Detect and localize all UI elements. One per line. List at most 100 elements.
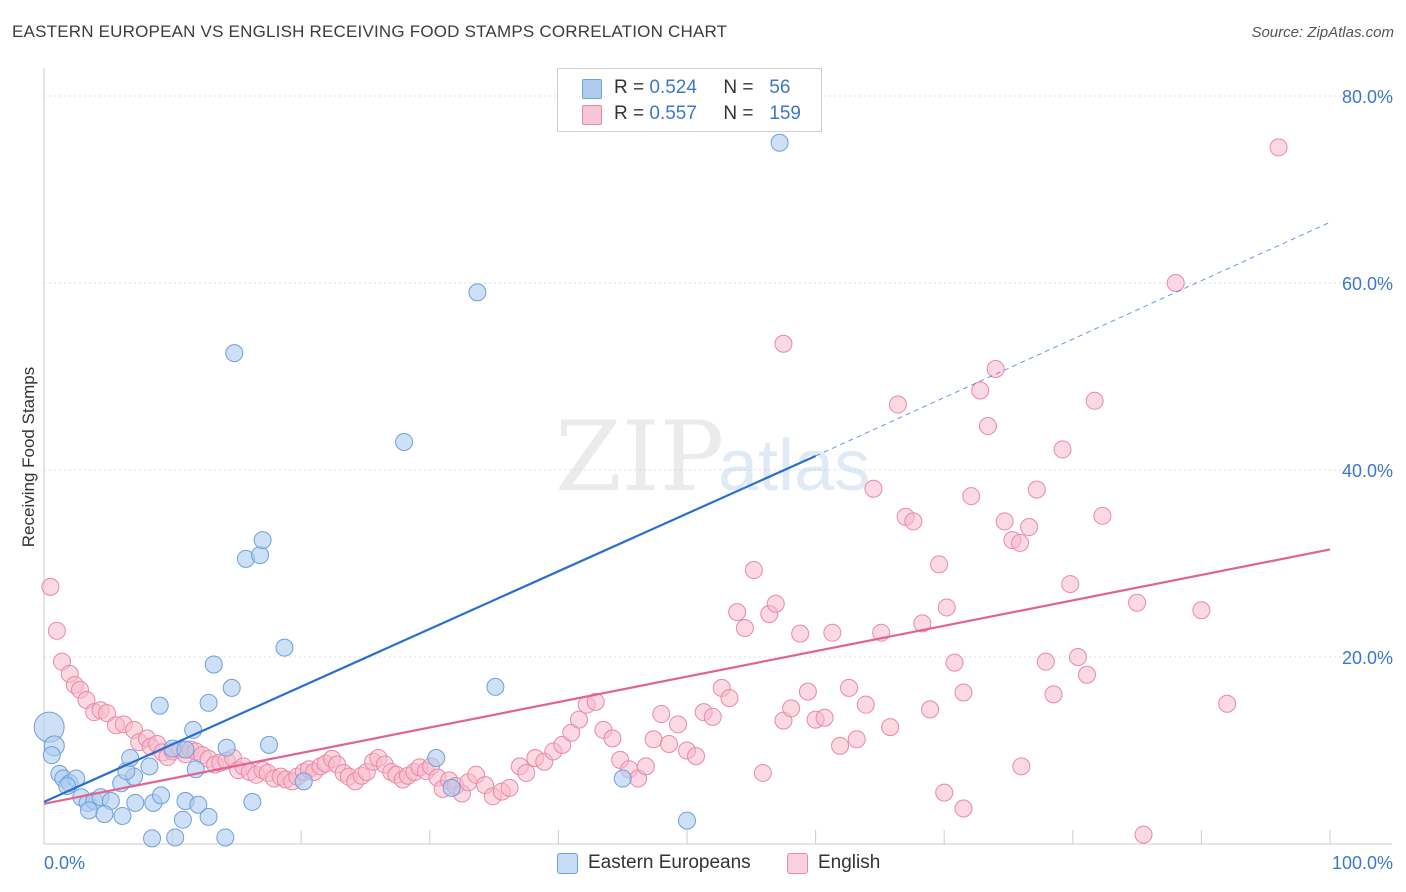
data-point-eastern-european [140, 757, 159, 776]
data-point-english [954, 799, 973, 818]
data-point-eastern-european [613, 769, 632, 788]
data-point-english [798, 682, 817, 701]
trend-line-eastern-europeans [43, 454, 817, 803]
data-point-english [1053, 440, 1072, 459]
trend-line-english [43, 548, 1331, 805]
data-point-eastern-european [42, 746, 61, 765]
data-point-eastern-european [95, 805, 114, 824]
data-point-english [1020, 518, 1039, 537]
data-point-eastern-european [150, 696, 169, 715]
data-point-english [921, 700, 940, 719]
data-point-eastern-european [442, 778, 461, 797]
data-point-english [954, 683, 973, 702]
watermark: ZIP atlas [555, 401, 870, 513]
data-point-eastern-european [486, 677, 505, 696]
data-point-eastern-european [143, 829, 162, 848]
data-point-english [1128, 593, 1147, 612]
data-point-eastern-european [204, 655, 223, 674]
data-point-eastern-european [770, 133, 789, 152]
data-point-eastern-european [222, 678, 241, 697]
data-point-english [753, 763, 772, 782]
legend-swatch-blue [582, 79, 602, 99]
data-point-eastern-european [166, 828, 185, 847]
x-tick-label: 0.0% [44, 853, 85, 873]
y-tick-label: 80.0% [1342, 87, 1393, 107]
data-point-english [840, 678, 859, 697]
legend-swatch-pink [582, 105, 602, 125]
chart-title: EASTERN EUROPEAN VS ENGLISH RECEIVING FO… [12, 22, 728, 41]
data-point-english [1134, 825, 1153, 844]
legend-label: Eastern Europeans [588, 852, 751, 873]
correlation-legend: R = 0.524 N = 56 R = 0.557 N = 159 [557, 68, 822, 132]
data-point-english [553, 735, 572, 754]
data-point-eastern-european [468, 283, 487, 302]
legend-n-label: N = [723, 103, 754, 124]
data-point-english [1068, 648, 1087, 666]
data-point-english [735, 619, 754, 638]
legend-n-label: N = [723, 77, 754, 98]
data-point-english [1166, 274, 1185, 292]
data-point-english [815, 708, 834, 727]
data-point-eastern-european [395, 432, 414, 451]
data-point-english [47, 621, 66, 640]
data-point-english [1012, 757, 1031, 776]
data-point-english [766, 594, 785, 613]
legend-n-value: 56 [769, 77, 791, 98]
data-point-eastern-european [199, 807, 218, 826]
data-point-english [791, 624, 810, 643]
data-point-english [1085, 391, 1104, 410]
x-tick-label: 100.0% [1332, 853, 1393, 873]
data-point-english [1077, 665, 1096, 684]
data-point-english [500, 778, 519, 797]
data-point-eastern-european [80, 801, 99, 820]
data-point-english [1044, 685, 1063, 704]
data-point-eastern-european [152, 786, 171, 805]
data-point-eastern-european [216, 828, 235, 847]
data-point-english [728, 603, 747, 622]
data-point-english [1061, 575, 1080, 594]
data-point-english [1218, 694, 1237, 713]
data-point-eastern-european [243, 792, 262, 811]
data-point-english [703, 707, 722, 726]
data-point-english [98, 704, 117, 723]
data-point-eastern-european [294, 772, 313, 791]
data-point-english [913, 614, 932, 633]
source-label: Source: ZipAtlas.com [1251, 24, 1394, 41]
data-point-eastern-european [173, 810, 192, 829]
y-tick-label: 40.0% [1342, 461, 1393, 481]
data-point-eastern-european [217, 738, 236, 757]
legend-label: English [818, 852, 881, 873]
data-point-eastern-european [113, 806, 132, 825]
legend-r-value: 0.524 [649, 77, 697, 98]
trend-line-extension [815, 221, 1331, 457]
data-point-english [603, 729, 622, 748]
data-point-eastern-european [275, 638, 294, 657]
data-point-english [517, 763, 536, 782]
data-point-eastern-european [678, 811, 696, 830]
data-point-english [41, 577, 60, 596]
data-point-english [831, 736, 850, 755]
data-point-english [978, 417, 997, 436]
data-point-eastern-european [189, 795, 208, 814]
data-point-english [904, 512, 923, 531]
data-point-english [881, 718, 900, 737]
trend-lines [43, 221, 1331, 805]
data-point-english [744, 561, 763, 580]
data-point-english [1011, 533, 1030, 552]
data-point-english [636, 757, 655, 776]
data-point-english [937, 598, 956, 617]
data-point-english [971, 381, 990, 400]
y-tick-label: 60.0% [1342, 274, 1393, 294]
data-point-eastern-european [225, 344, 244, 363]
data-point-english [856, 695, 875, 714]
data-point-english [720, 689, 739, 708]
data-point-english [774, 334, 793, 353]
legend-r-value: 0.557 [649, 103, 697, 124]
data-point-english [668, 715, 687, 734]
english-points [41, 138, 1288, 844]
data-point-english [864, 479, 883, 498]
data-point-english [586, 692, 605, 711]
data-point-eastern-european [251, 546, 270, 565]
data-point-eastern-european [126, 793, 145, 812]
